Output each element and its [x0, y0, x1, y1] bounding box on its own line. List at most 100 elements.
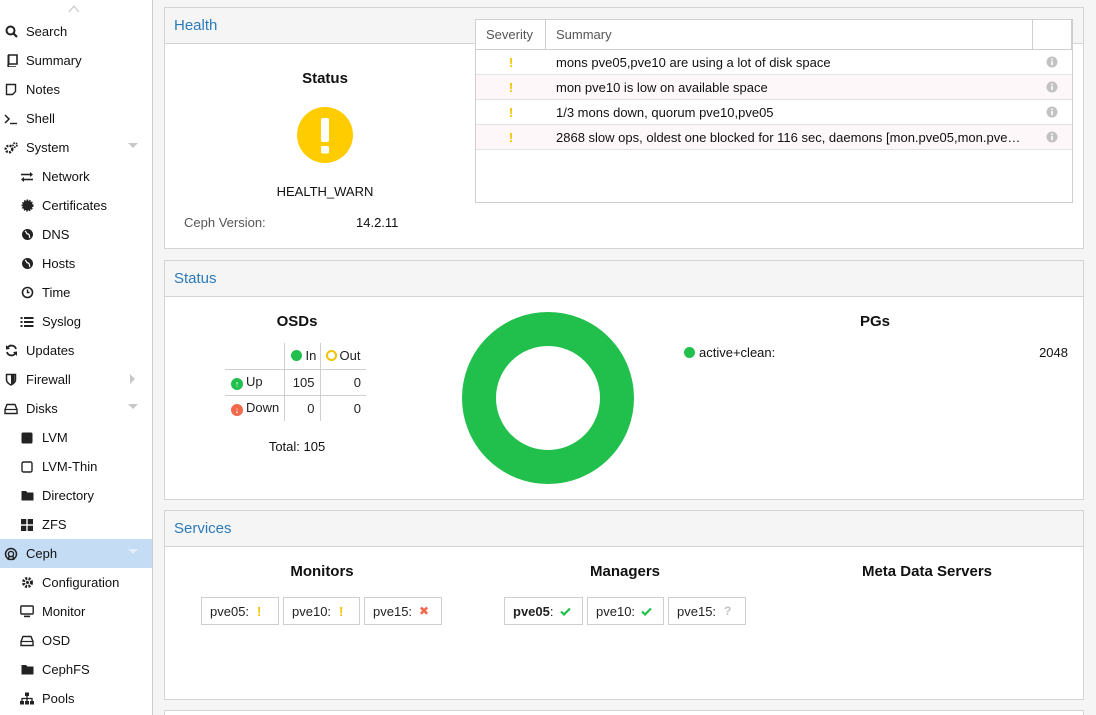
osd-row-up: ↑ Up: [225, 369, 285, 395]
services-panel: Services Monitors Managers Meta Data Ser…: [164, 510, 1084, 700]
sidebar-item-monitor[interactable]: Monitor: [0, 597, 152, 626]
sidebar-item-label: Monitor: [42, 604, 86, 619]
sidebar-item-disks[interactable]: Disks: [0, 394, 152, 423]
ceph-version-value: 14.2.11: [356, 215, 399, 230]
table-row[interactable]: ! mons pve05,pve10 are using a lot of di…: [476, 50, 1072, 75]
severity-warning: !: [508, 129, 514, 145]
chevron-down-icon[interactable]: [128, 549, 138, 555]
info-icon[interactable]: [1032, 81, 1072, 93]
column-header-info[interactable]: [1033, 20, 1072, 49]
warning-icon: !: [339, 603, 344, 619]
sidebar-item-notes[interactable]: Notes: [0, 75, 152, 104]
osd-up-out: 0: [353, 374, 361, 390]
sidebar-item-time[interactable]: Time: [0, 278, 152, 307]
sidebar-item-network[interactable]: Network: [0, 162, 152, 191]
main-content: Health Status HEALTH_WARN Ceph Version: …: [154, 0, 1096, 715]
sidebar-item-syslog[interactable]: Syslog: [0, 307, 152, 336]
sidebar-item-label: Shell: [26, 111, 55, 126]
monitor-tag[interactable]: pve10: !: [283, 597, 360, 625]
pg-donut-chart: [462, 312, 634, 484]
sidebar-item-configuration[interactable]: Configuration: [0, 568, 152, 597]
sidebar-item-hosts[interactable]: Hosts: [0, 249, 152, 278]
severity-warning: !: [508, 54, 514, 70]
globe-icon: [20, 257, 34, 271]
sidebar-item-label: Configuration: [42, 575, 120, 590]
sidebar-item-system[interactable]: System: [0, 133, 152, 162]
sidebar-item-directory[interactable]: Directory: [0, 481, 152, 510]
sidebar-item-label: Time: [42, 285, 71, 300]
osd-total: Total: 105: [268, 439, 326, 454]
sidebar-item-label: Updates: [26, 343, 75, 358]
column-header-summary[interactable]: Summary: [546, 20, 1033, 49]
monitors-title: Monitors: [290, 563, 354, 580]
osd-down-out: 0: [353, 400, 361, 416]
sidebar-item-search[interactable]: Search: [0, 17, 152, 46]
sidebar-item-lvm[interactable]: LVM: [0, 423, 152, 452]
sidebar-item-firewall[interactable]: Firewall: [0, 365, 152, 394]
search-icon: [4, 25, 18, 39]
sidebar-item-dns[interactable]: DNS: [0, 220, 152, 249]
question-icon: ?: [724, 604, 732, 618]
status-panel: Status OSDs In Out ↑ Up 105 0 ↓ Down 0 0 T…: [164, 260, 1084, 500]
osds-title: OSDs: [276, 313, 318, 330]
info-icon[interactable]: [1032, 131, 1072, 143]
monitor-tag[interactable]: pve05: !: [201, 597, 279, 625]
monitor-tag[interactable]: pve15: ✖: [364, 597, 442, 625]
sidebar-item-label: Ceph: [26, 546, 58, 561]
sidebar-item-osd[interactable]: OSD: [0, 626, 152, 655]
exchange-icon: [20, 170, 34, 184]
square-icon: [20, 431, 34, 445]
sidebar-item-label: Search: [26, 24, 68, 39]
sidebar: Search Summary Notes Shell System Networ…: [0, 0, 153, 715]
clock-icon: [20, 286, 34, 300]
chevron-down-icon[interactable]: [128, 404, 138, 410]
service-name: pve05:: [513, 603, 554, 619]
sidebar-item-label: Hosts: [42, 256, 76, 271]
chevron-up-icon[interactable]: [68, 4, 80, 14]
out-circle-icon: [325, 350, 337, 362]
sidebar-item-label: Pools: [42, 691, 75, 706]
grid-header: Severity Summary: [476, 20, 1072, 50]
in-dot-icon: [290, 350, 302, 362]
manager-tag[interactable]: pve05:: [504, 597, 583, 625]
services-panel-header: Services: [165, 511, 1083, 547]
pg-state-dot-icon: [684, 347, 695, 358]
sidebar-item-lvm-thin[interactable]: LVM-Thin: [0, 452, 152, 481]
manager-tag[interactable]: pve10:: [587, 597, 664, 625]
sidebar-item-label: LVM-Thin: [42, 459, 98, 474]
manager-tag[interactable]: pve15: ?: [668, 597, 746, 625]
sidebar-item-updates[interactable]: Updates: [0, 336, 152, 365]
sidebar-item-cephfs[interactable]: CephFS: [0, 655, 152, 684]
folder-icon: [20, 663, 34, 677]
table-row[interactable]: ! 1/3 mons down, quorum pve10,pve05: [476, 100, 1072, 125]
column-header-severity[interactable]: Severity: [476, 20, 546, 49]
sidebar-item-pools[interactable]: Pools: [0, 684, 152, 713]
mds-title: Meta Data Servers: [861, 563, 993, 580]
chevron-down-icon[interactable]: [128, 143, 138, 149]
refresh-icon: [4, 344, 18, 358]
service-name: pve10:: [596, 603, 636, 619]
info-icon[interactable]: [1032, 106, 1072, 118]
table-row[interactable]: ! mon pve10 is low on available space: [476, 75, 1072, 100]
arrow-circle-up-icon: ↑: [231, 378, 243, 390]
sidebar-item-summary[interactable]: Summary: [0, 46, 152, 75]
panel-title: Health: [174, 17, 218, 34]
sidebar-item-ceph[interactable]: Ceph: [0, 539, 152, 568]
service-name: pve15:: [677, 603, 717, 619]
sidebar-item-label: Certificates: [42, 198, 108, 213]
shield-icon: [4, 373, 18, 387]
table-row[interactable]: ! 2868 slow ops, oldest one blocked for …: [476, 125, 1072, 150]
square-outline-icon: [20, 460, 34, 474]
info-icon[interactable]: [1032, 56, 1072, 68]
arrow-circle-down-icon: ↓: [231, 404, 243, 417]
certificate-icon: [20, 199, 34, 213]
sidebar-item-certificates[interactable]: Certificates: [0, 191, 152, 220]
summary-text: mon pve10 is low on available space: [556, 79, 768, 95]
chevron-right-icon[interactable]: [130, 374, 136, 384]
sidebar-item-label: Network: [42, 169, 90, 184]
sidebar-item-label: CephFS: [42, 662, 90, 677]
sidebar-item-shell[interactable]: Shell: [0, 104, 152, 133]
sidebar-item-label: Firewall: [26, 372, 71, 387]
sidebar-item-zfs[interactable]: ZFS: [0, 510, 152, 539]
ceph-icon: [4, 547, 18, 561]
